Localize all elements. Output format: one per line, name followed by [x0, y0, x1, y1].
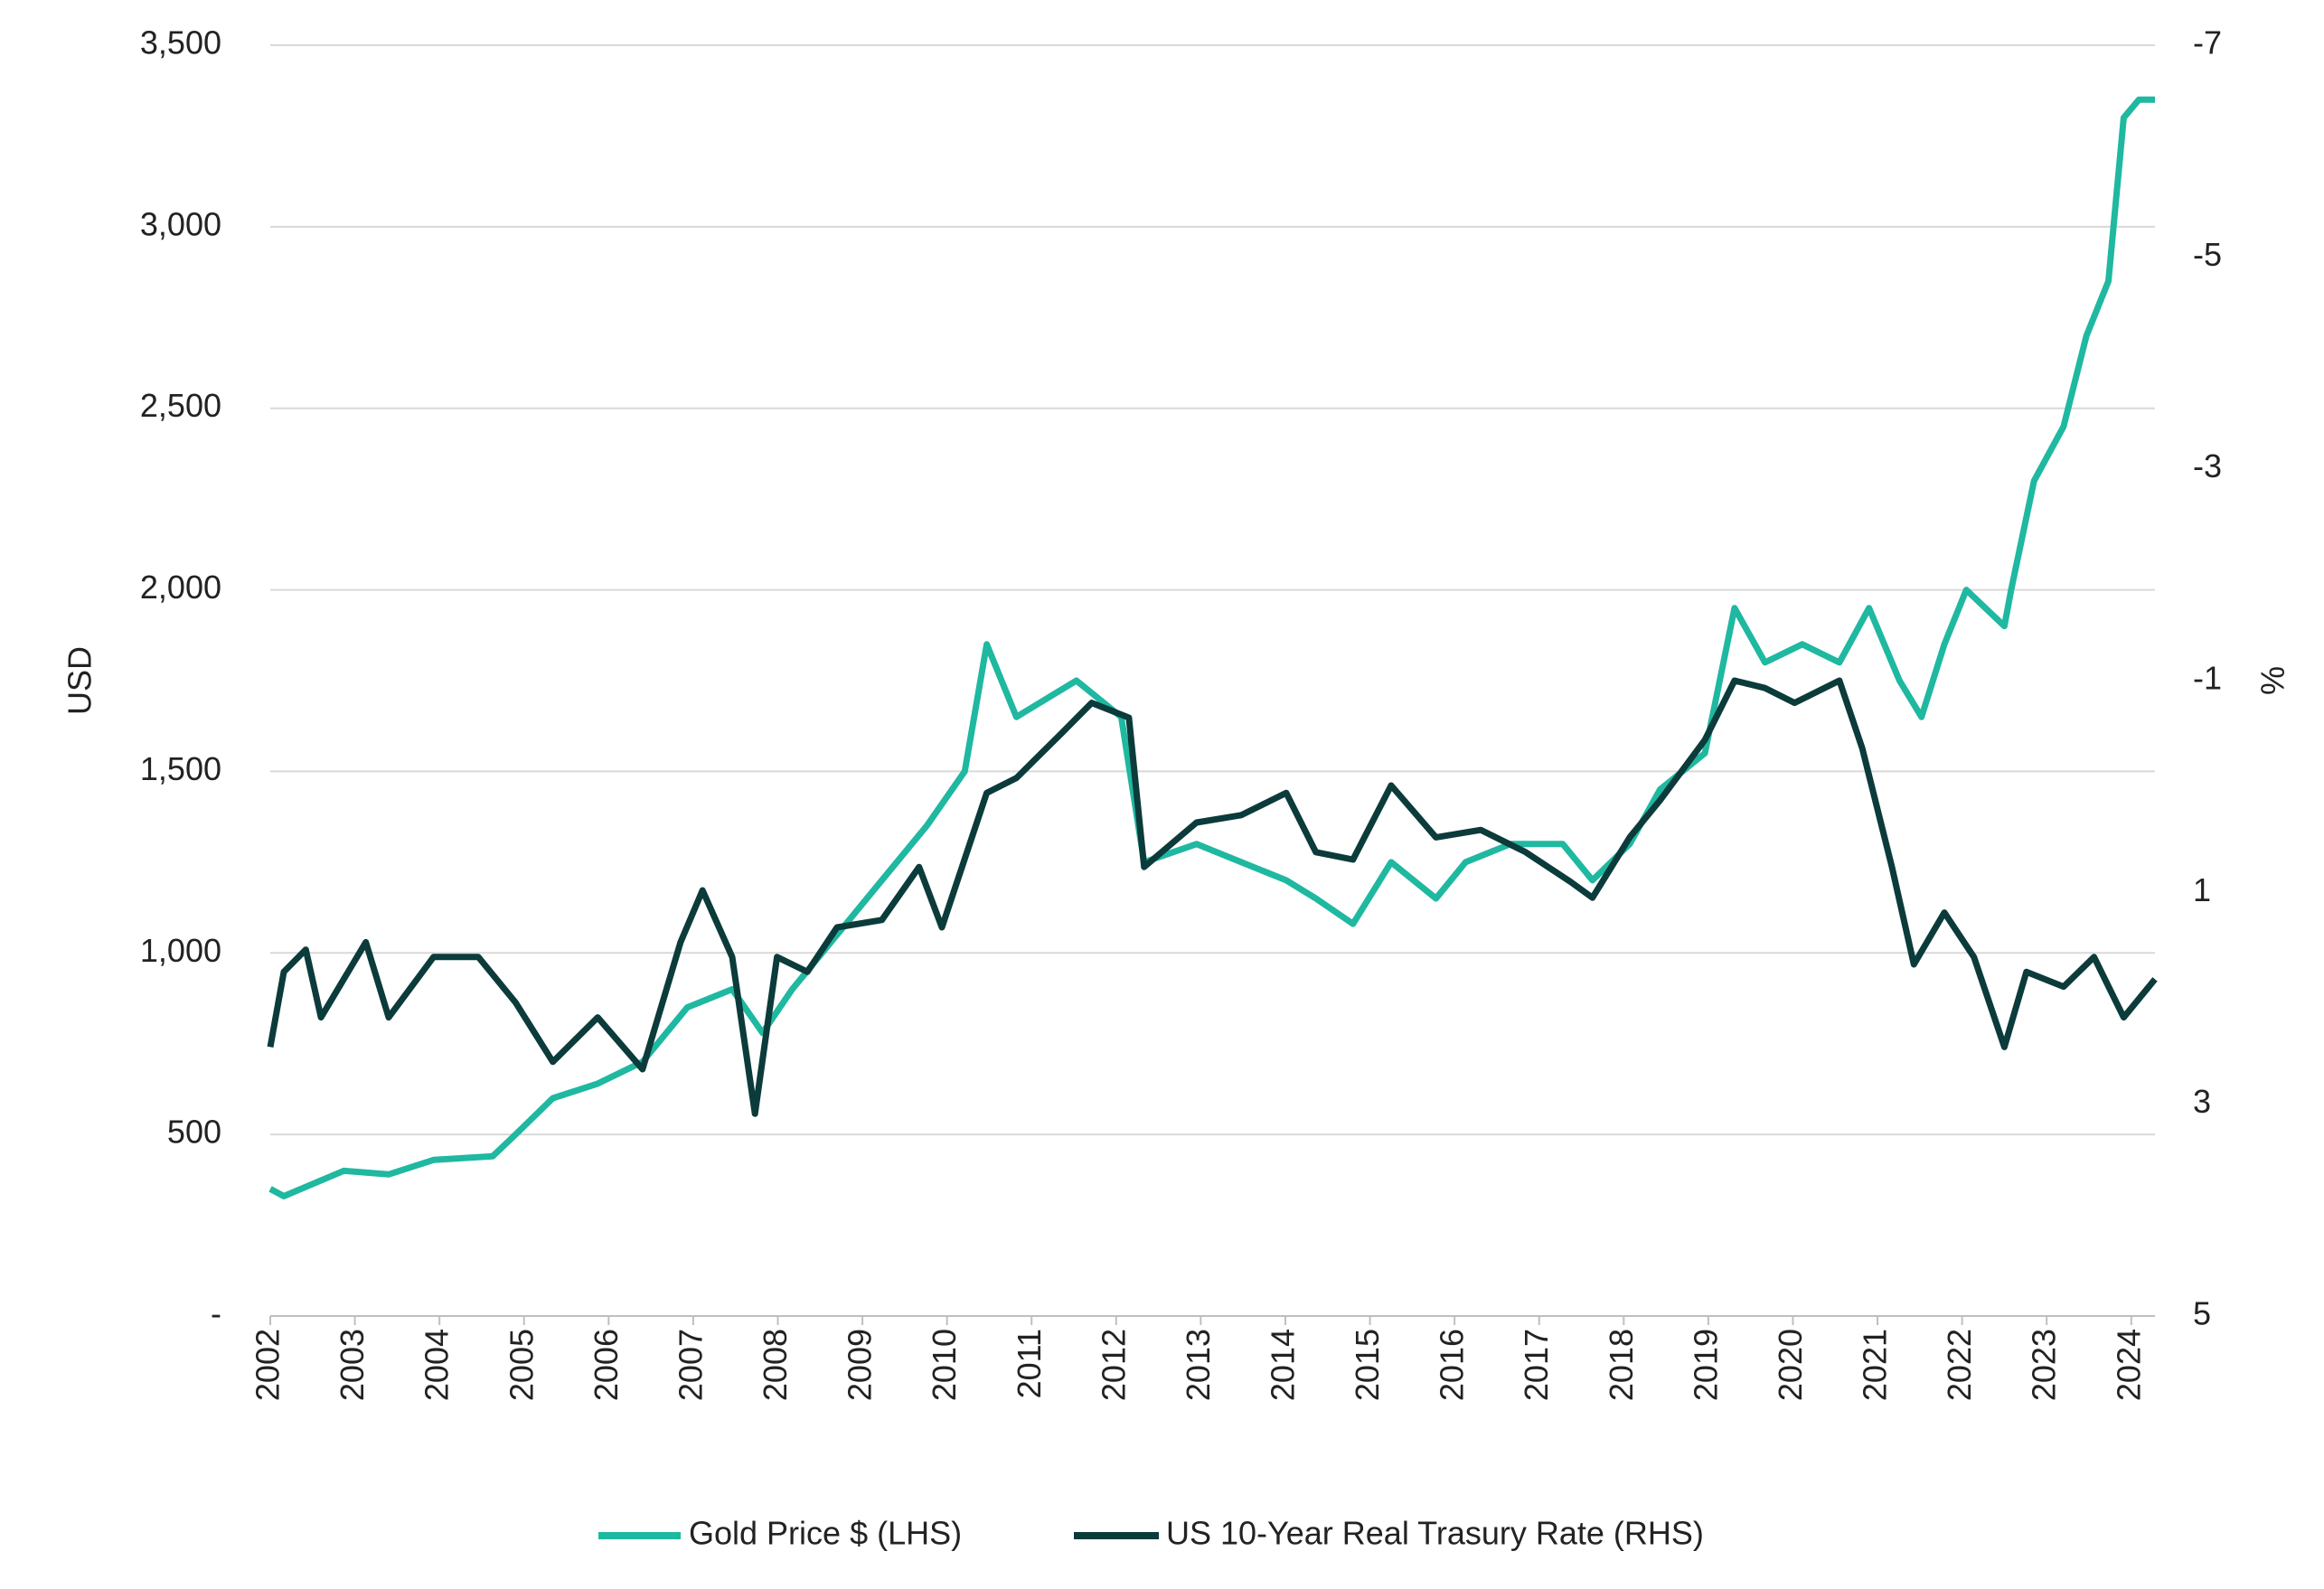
y2-tick-label: 3 — [2193, 1083, 2211, 1120]
x-tick-label: 2007 — [672, 1329, 709, 1401]
x-tick-label: 2005 — [503, 1329, 540, 1401]
x-tick-label: 2012 — [1095, 1329, 1132, 1401]
y-tick-label: 2,500 — [140, 387, 221, 424]
x-tick-label: 2015 — [1349, 1329, 1386, 1401]
y-tick-label: 3,500 — [140, 24, 221, 61]
legend-label: US 10-Year Real Trasury Rate (RHS) — [1166, 1515, 1704, 1552]
x-tick-label: 2017 — [1518, 1329, 1555, 1401]
y2-tick-label: 5 — [2193, 1295, 2211, 1332]
y2-tick-label: -5 — [2193, 236, 2222, 273]
y-tick-label: 3,000 — [140, 205, 221, 242]
y-tick-label: 2,000 — [140, 569, 221, 606]
x-tick-label: 2016 — [1434, 1329, 1471, 1401]
y2-tick-label: -1 — [2193, 660, 2222, 697]
x-tick-label: 2018 — [1603, 1329, 1640, 1401]
y2-axis-label: % — [2253, 666, 2291, 695]
x-tick-label: 2006 — [588, 1329, 625, 1401]
y-tick-label: 500 — [167, 1114, 221, 1151]
series-line — [268, 96, 2155, 1199]
y2-tick-label: -7 — [2193, 24, 2222, 61]
legend-label: Gold Price $ (LHS) — [689, 1515, 962, 1552]
y-tick-label: 1,500 — [140, 750, 221, 787]
x-tick-label: 2022 — [1941, 1329, 1978, 1401]
x-tick-label: 2019 — [1687, 1329, 1724, 1401]
series-line — [267, 677, 2158, 1117]
y2-tick-label: 1 — [2193, 871, 2211, 908]
x-tick-label: 2010 — [926, 1329, 963, 1401]
x-tick-label: 2002 — [249, 1329, 287, 1401]
x-tick-label: 2011 — [1011, 1329, 1048, 1398]
x-tick-label: 2009 — [842, 1329, 879, 1401]
x-tick-label: 2003 — [334, 1329, 371, 1401]
x-tick-label: 2024 — [2110, 1329, 2147, 1401]
x-tick-label: 2004 — [419, 1329, 456, 1401]
y-axis-label: USD — [61, 646, 99, 715]
y-tick-label: 1,000 — [140, 932, 221, 969]
y-tick-label: - — [211, 1295, 221, 1332]
x-tick-label: 2013 — [1180, 1329, 1217, 1401]
x-tick-label: 2023 — [2026, 1329, 2063, 1401]
x-tick-label: 2014 — [1264, 1329, 1301, 1401]
x-tick-label: 2008 — [757, 1329, 794, 1401]
x-tick-label: 2021 — [1857, 1329, 1894, 1401]
y2-tick-label: -3 — [2193, 447, 2222, 484]
x-tick-label: 2020 — [1772, 1329, 1809, 1401]
